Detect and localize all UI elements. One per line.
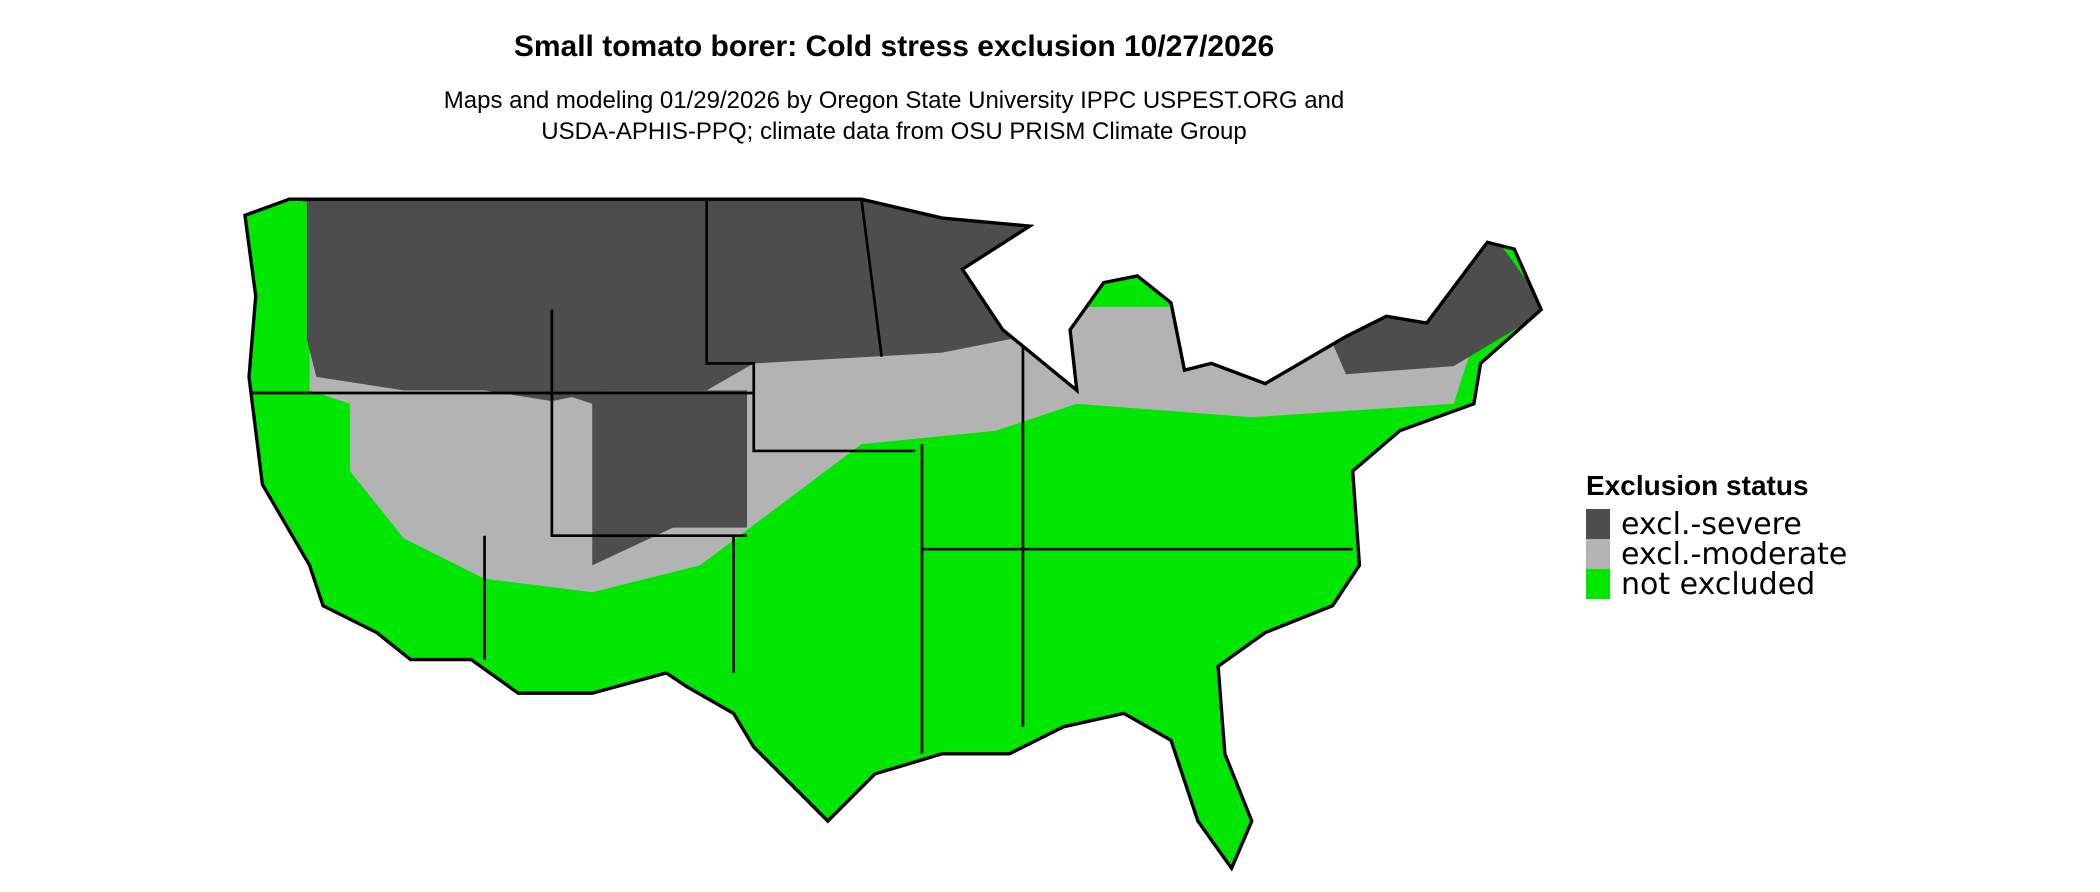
region-severe: [551, 390, 748, 566]
legend-label: excl.-moderate: [1621, 537, 1847, 572]
state-borders: [249, 199, 1353, 754]
map-title: Small tomato borer: Cold stress exclusio…: [514, 30, 1274, 63]
legend-swatch: [1586, 509, 1610, 539]
map-regions: [244, 199, 1542, 869]
region-not-excluded: [244, 201, 307, 404]
region-moderate: [349, 390, 485, 539]
legend-swatch: [1586, 539, 1610, 569]
legend-label: excl.-severe: [1621, 507, 1802, 542]
map-subtitle: Maps and modeling 01/29/2026 by Oregon S…: [444, 87, 1344, 114]
map-subtitle: USDA-APHIS-PPQ; climate data from OSU PR…: [541, 118, 1247, 145]
map-area: [243, 197, 1543, 870]
legend-title: Exclusion status: [1586, 470, 1809, 501]
region-severe: [302, 199, 1023, 402]
legend-label: not excluded: [1621, 567, 1815, 602]
legend-swatch: [1586, 569, 1610, 599]
